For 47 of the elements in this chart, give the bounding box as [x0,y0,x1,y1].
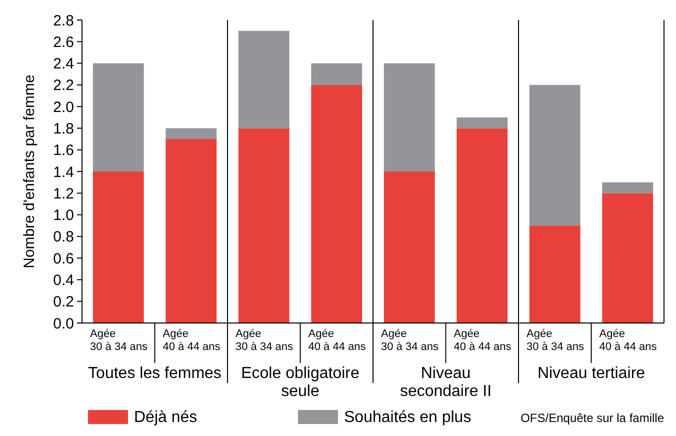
bar [602,193,654,323]
y-tick-label: 0.8 [53,228,74,246]
bar [311,63,362,85]
y-tick-label: 0.2 [53,294,74,311]
y-axis-title: Nombre d'enfants par femme [21,74,38,268]
y-tick-label: 1.2 [53,185,74,202]
bar [166,128,217,140]
text: Niveau tertiaire [537,365,646,382]
legend-label: Déjà nés [134,409,198,426]
legend-label: Souhaités en plus [344,409,472,426]
y-tick-label: 1.8 [53,120,74,138]
bar [456,128,508,323]
x-tick-label: Agée 30 à 34 ans [381,328,439,353]
y-tick-label: 0.0 [53,315,74,332]
y-tick-label: 1.0 [53,207,74,224]
y-tick-label: 0.6 [53,250,74,268]
bar [456,117,508,128]
x-tick-label: Agée 40 à 44 ans [308,328,366,353]
text: Ecole obligatoire seule [241,365,360,400]
bar [92,172,144,323]
bar [529,84,580,226]
x-tick-label: Agée 30 à 34 ans [526,328,584,353]
x-tick-label: Agée 30 à 34 ans [236,328,294,353]
y-tick-label: 0.4 [53,272,74,289]
y-tick-label: 2.0 [53,98,74,116]
y-tick-label: 2.2 [53,77,74,94]
x-tick-label: Agée 30 à 34 ans [90,328,148,353]
bar [238,30,290,128]
y-tick-label: 1.4 [53,164,74,181]
y-tick-label: 2.8 [53,12,74,30]
y-tick-label: 2.6 [53,34,74,51]
bar [602,182,654,194]
text: Niveau secondaire II [400,365,492,400]
bar [166,139,217,323]
bar [311,84,362,323]
text: Toutes les femmes [88,365,222,382]
bar [384,63,435,172]
x-tick-label: Agée 40 à 44 ans [599,328,658,353]
bar [92,63,144,172]
bar [384,172,435,323]
bar [238,128,290,323]
x-tick-label: Agée 40 à 44 ans [454,328,512,353]
x-tick-label: Agée 40 à 44 ans [162,328,221,353]
y-tick-label: 1.6 [53,142,74,160]
text: OFS/Enquête sur la famille [520,411,664,425]
y-tick-label: 2.4 [53,56,74,73]
bar [529,226,580,323]
